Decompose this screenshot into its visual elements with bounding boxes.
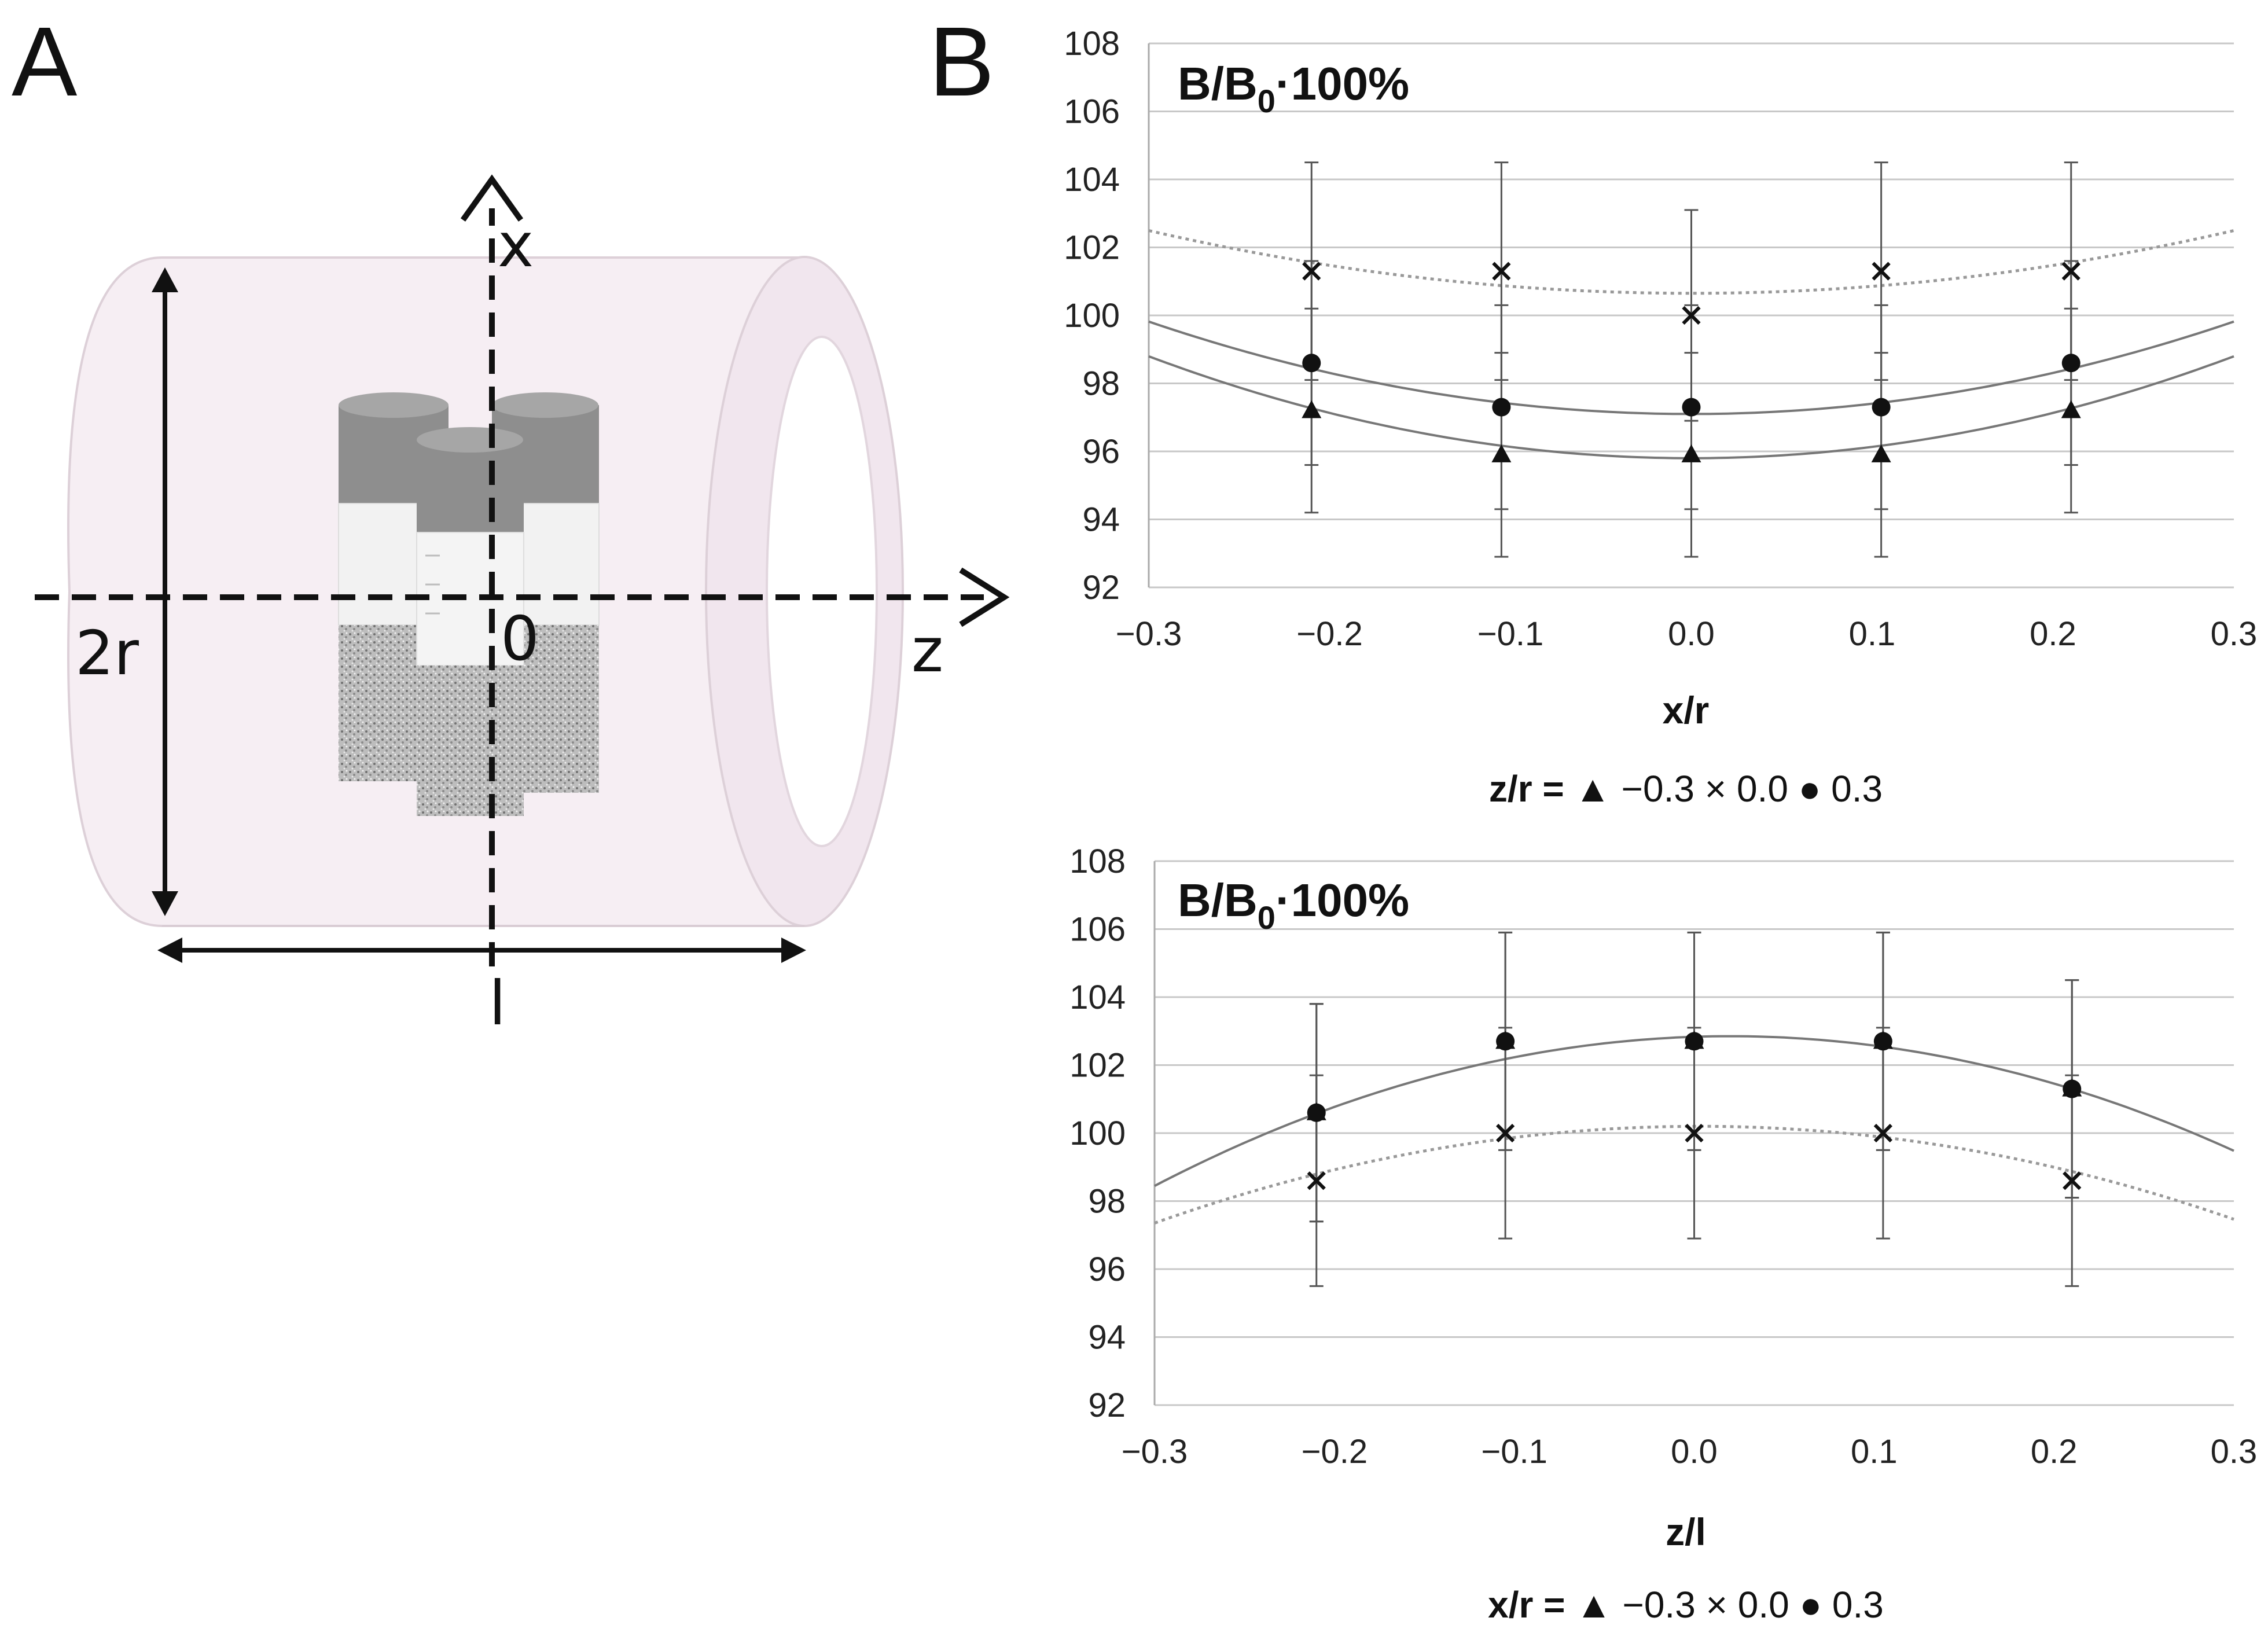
data-point-cross	[1496, 1123, 1515, 1143]
x-tick-label: −0.1	[1481, 1433, 1547, 1470]
data-point-triangle	[1681, 444, 1701, 462]
y-tick-label: 92	[1082, 569, 1120, 606]
data-point-cross	[2061, 262, 2080, 281]
chart-top-x-ticks: −0.3 −0.2 −0.1 0.0 0.1 0.2 0.3	[1116, 615, 2258, 653]
fit-curve	[1148, 229, 2234, 295]
z-axis-label: z	[911, 615, 943, 686]
y-tick-label: 102	[1064, 229, 1120, 267]
y-tick-label: 92	[1088, 1387, 1126, 1424]
data-point-triangle	[2061, 400, 2081, 418]
x-tick-label: 0.0	[1668, 615, 1715, 653]
x-tick-label: 0.0	[1671, 1433, 1718, 1470]
y-tick-label: 94	[1088, 1319, 1126, 1356]
data-point-circle	[1496, 1032, 1515, 1051]
chart-top-x-label: x/r	[1663, 689, 1710, 731]
y-tick-label: 100	[1069, 1115, 1126, 1152]
data-point-circle	[1302, 354, 1321, 373]
y-tick-label: 104	[1069, 979, 1126, 1016]
y-tick-label: 106	[1064, 93, 1120, 131]
x-tick-label: 0.3	[2211, 1433, 2258, 1470]
y-tick-label: 108	[1064, 25, 1120, 63]
data-point-cross	[1872, 262, 1891, 281]
panel-a-letter: A	[12, 7, 78, 117]
data-point-cross	[1302, 262, 1321, 281]
x-tick-label: −0.2	[1302, 1433, 1368, 1470]
chart-top-markers	[1302, 262, 2081, 462]
data-point-circle	[1685, 1032, 1704, 1051]
data-point-circle	[2063, 1079, 2082, 1098]
chart-top-legend: z/r = ▲ −0.3 × 0.0 ● 0.3	[1489, 768, 1883, 810]
length-label: l	[489, 968, 506, 1039]
chart-bottom: 92 94 96 98 100 102 104 106 108 −0.3 −0.2 −0.1 0.0 0…	[1069, 843, 2257, 1626]
data-point-triangle	[1871, 444, 1891, 462]
z-axis-arrowhead	[959, 567, 1010, 627]
y-tick-label: 96	[1082, 433, 1120, 470]
data-point-triangle	[1491, 444, 1512, 462]
x-tick-label: 0.2	[2030, 615, 2076, 653]
chart-bottom-y-label: B/B0·100%	[1178, 874, 1409, 936]
x-axis-arrowhead	[460, 174, 524, 222]
y-tick-label: 108	[1069, 843, 1126, 880]
data-point-cross	[1685, 1123, 1704, 1143]
y-tick-label: 96	[1088, 1251, 1126, 1288]
tube-front	[416, 427, 524, 816]
x-tick-label: −0.3	[1116, 615, 1182, 653]
y-tick-label: 100	[1064, 297, 1120, 334]
chart-top-y-label: B/B0·100%	[1178, 58, 1409, 119]
chart-top-y-ticks: 92 94 96 98 100 102 104 106 108	[1064, 25, 1120, 606]
y-tick-label: 104	[1064, 161, 1120, 198]
chart-top-error-bars	[1304, 161, 2078, 558]
data-point-cross	[2063, 1171, 2082, 1190]
x-axis-label: x	[498, 210, 534, 281]
origin-label: 0	[501, 604, 539, 674]
cylinder-bore	[766, 336, 878, 847]
diameter-label: 2r	[75, 618, 139, 689]
data-point-triangle	[1302, 400, 1322, 418]
x-tick-label: −0.3	[1122, 1433, 1188, 1470]
data-point-cross	[1307, 1171, 1326, 1190]
y-tick-label: 102	[1069, 1047, 1126, 1084]
diameter-arrow	[152, 267, 178, 916]
panel-a-diagram: A	[12, 7, 1010, 1039]
data-point-circle	[1492, 398, 1511, 417]
chart-bottom-error-bars	[1309, 931, 2079, 1287]
x-tick-label: 0.3	[2211, 615, 2258, 653]
y-tick-label: 98	[1082, 365, 1120, 403]
x-tick-label: −0.1	[1477, 615, 1544, 653]
y-tick-label: 98	[1088, 1183, 1126, 1220]
data-point-circle	[1307, 1103, 1326, 1122]
x-tick-label: 0.2	[2031, 1433, 2078, 1470]
chart-bottom-x-label: z/l	[1666, 1510, 1706, 1553]
data-point-circle	[1682, 398, 1701, 417]
sample-tubes	[338, 392, 600, 816]
data-point-circle	[2061, 354, 2080, 373]
x-tick-label: 0.1	[1849, 615, 1896, 653]
chart-top: 92 94 96 98 100 102 104 106 108 −0.3 −0.2 −0.1 0.0 0…	[1064, 25, 2257, 810]
length-arrow	[157, 938, 806, 963]
chart-bottom-legend: x/r = ▲ −0.3 × 0.0 ● 0.3	[1488, 1584, 1884, 1626]
y-tick-label: 106	[1069, 911, 1126, 949]
chart-bottom-markers	[1306, 1031, 2082, 1190]
x-tick-label: 0.1	[1851, 1433, 1898, 1470]
chart-bottom-x-ticks: −0.3 −0.2 −0.1 0.0 0.1 0.2 0.3	[1122, 1433, 2258, 1470]
data-point-cross	[1682, 306, 1701, 325]
chart-bottom-y-ticks: 92 94 96 98 100 102 104 106 108	[1069, 843, 1126, 1424]
data-point-cross	[1492, 262, 1511, 281]
data-point-circle	[1873, 1032, 1892, 1051]
data-point-cross	[1873, 1123, 1893, 1143]
y-tick-label: 94	[1082, 501, 1120, 539]
panel-b-letter: B	[929, 7, 994, 117]
x-tick-label: −0.2	[1296, 615, 1363, 653]
data-point-circle	[1872, 398, 1891, 417]
